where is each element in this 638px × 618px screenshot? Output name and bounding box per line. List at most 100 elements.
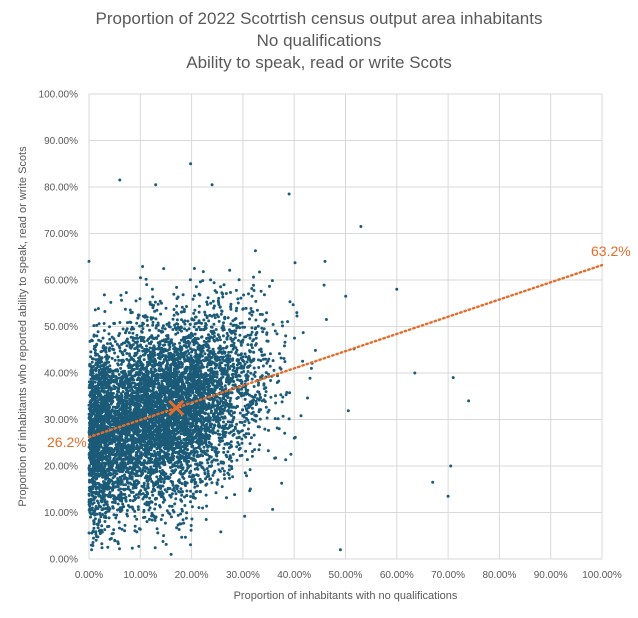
data-point: [129, 366, 133, 370]
data-point: [252, 385, 256, 388]
data-point: [160, 382, 164, 386]
data-point: [148, 506, 152, 510]
y-tick-label: 50.00%: [44, 322, 78, 333]
data-point: [250, 326, 254, 330]
data-point: [201, 506, 205, 510]
data-point: [213, 289, 217, 293]
data-point: [236, 396, 240, 399]
data-point: [146, 323, 150, 327]
data-point: [141, 349, 145, 353]
data-point: [219, 530, 223, 534]
data-point: [174, 332, 178, 336]
data-point: [101, 346, 105, 350]
data-point: [235, 306, 239, 310]
data-point: [136, 336, 140, 340]
data-point: [129, 346, 133, 350]
data-point: [293, 336, 296, 340]
data-point: [226, 420, 230, 424]
data-point: [276, 417, 280, 421]
data-point: [204, 518, 208, 521]
data-point: [213, 423, 216, 427]
data-point: [213, 469, 217, 473]
y-tick-label: 90.00%: [44, 136, 78, 147]
data-point: [116, 540, 120, 544]
data-point: [141, 327, 145, 331]
data-point: [154, 467, 158, 471]
data-point: [104, 507, 108, 510]
data-point: [175, 526, 179, 530]
data-point: [250, 406, 254, 410]
data-point: [248, 311, 252, 315]
data-point: [175, 318, 179, 322]
data-point: [152, 449, 156, 453]
data-point: [104, 346, 108, 350]
data-point: [103, 520, 107, 523]
data-point: [170, 492, 174, 496]
data-point: [178, 471, 182, 475]
data-point: [159, 312, 163, 316]
data-point: [197, 506, 201, 510]
data-point: [118, 349, 122, 353]
data-point: [95, 535, 98, 538]
data-point: [238, 430, 242, 434]
data-point: [216, 450, 220, 454]
data-point: [168, 325, 172, 329]
data-point: [161, 540, 165, 543]
data-point: [131, 336, 135, 340]
data-point: [179, 310, 183, 314]
data-point: [231, 372, 235, 376]
data-point: [189, 524, 193, 527]
data-point: [204, 493, 208, 497]
data-point: [110, 344, 114, 348]
data-point: [117, 450, 121, 453]
data-point: [156, 323, 160, 327]
data-point: [243, 325, 246, 329]
data-point: [141, 265, 145, 268]
data-point: [100, 360, 104, 364]
data-point: [249, 333, 253, 337]
data-point: [118, 452, 122, 456]
data-point: [186, 319, 190, 323]
data-point: [209, 374, 212, 378]
data-point: [188, 322, 192, 326]
data-point: [229, 336, 233, 340]
data-point: [210, 481, 214, 485]
data-point: [228, 399, 232, 403]
data-point: [181, 518, 185, 522]
data-point: [279, 356, 283, 360]
data-point: [221, 467, 224, 470]
data-point: [250, 313, 254, 317]
data-point: [243, 397, 247, 401]
data-point: [103, 461, 107, 465]
x-tick-label: 50.00%: [329, 570, 363, 581]
data-point: [284, 458, 288, 462]
data-point: [239, 296, 243, 300]
data-point: [107, 463, 111, 467]
data-point: [257, 448, 261, 452]
data-point: [175, 487, 179, 491]
data-point: [201, 279, 205, 283]
data-point: [142, 358, 146, 362]
data-point: [133, 524, 137, 528]
data-point: [115, 342, 119, 346]
data-point: [149, 357, 153, 360]
data-point: [137, 544, 141, 548]
data-point: [186, 349, 190, 353]
data-point: [190, 317, 194, 321]
data-point: [254, 326, 258, 330]
data-point: [239, 343, 243, 347]
x-tick-label: 10.00%: [123, 570, 157, 581]
data-point: [189, 543, 192, 547]
data-point: [219, 312, 223, 316]
data-point: [243, 420, 247, 423]
data-point: [221, 400, 225, 404]
data-point: [104, 510, 108, 514]
data-point: [105, 367, 109, 371]
data-point: [205, 482, 209, 486]
data-point: [89, 497, 93, 501]
data-point: [100, 387, 104, 391]
data-point: [208, 434, 212, 438]
data-point: [135, 517, 139, 521]
data-point: [259, 359, 263, 363]
